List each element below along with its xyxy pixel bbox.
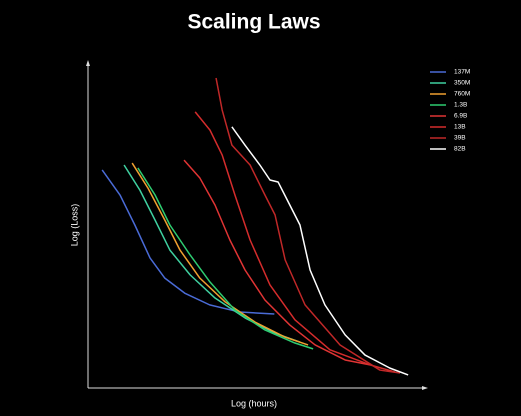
x-axis-arrow [422, 386, 428, 390]
series-line [215, 77, 401, 374]
legend-label: 350M [454, 80, 470, 87]
legend-label: 82B [454, 146, 466, 153]
series-line [137, 167, 314, 350]
series-line [231, 126, 409, 376]
legend-label: 39B [454, 135, 466, 142]
legend-label: 1.3B [454, 102, 467, 109]
series-line [183, 159, 371, 366]
series-line [194, 111, 396, 373]
series-line [131, 162, 309, 346]
series-line [101, 169, 275, 315]
chart-title: Scaling Laws [187, 11, 320, 34]
series-line [123, 164, 301, 343]
legend-label: 760M [454, 91, 470, 98]
legend-label: 137M [454, 69, 470, 76]
legend-label: 13B [454, 124, 466, 131]
x-axis-label: Log (hours) [231, 398, 277, 408]
y-axis-arrow [86, 60, 90, 66]
y-axis-label: Log (Loss) [69, 204, 79, 247]
legend-label: 6.9B [454, 113, 467, 120]
